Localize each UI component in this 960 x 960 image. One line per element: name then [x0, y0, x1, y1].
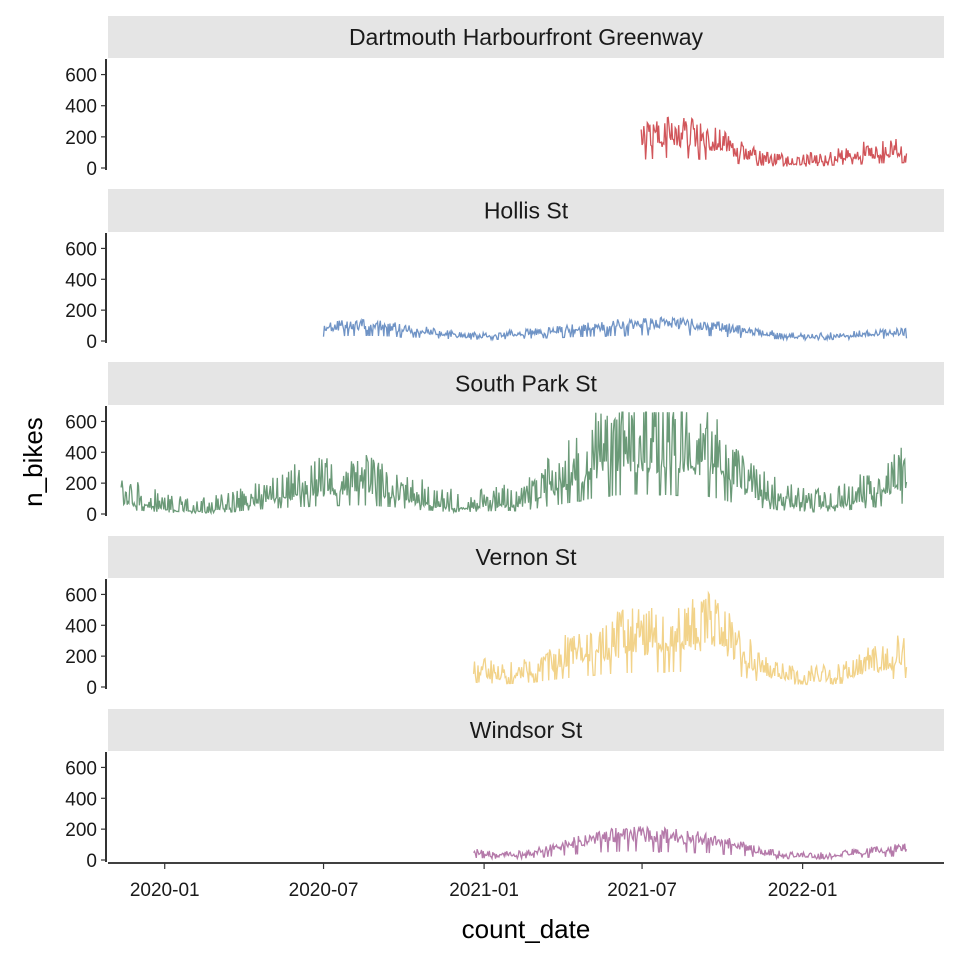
y-tick-label: 200: [65, 647, 97, 668]
y-tick-label: 200: [65, 820, 97, 841]
facet-strip-label: Hollis St: [484, 198, 569, 224]
facet-strip-label: Vernon St: [475, 544, 577, 570]
y-tick-label: 200: [65, 301, 97, 322]
y-tick-label: 0: [86, 851, 97, 872]
y-tick-label: 200: [65, 128, 97, 149]
x-tick-label: 2022-01: [768, 880, 838, 901]
y-tick-label: 600: [65, 585, 97, 606]
facet-panel: Windsor St 0 200 400 600: [65, 709, 944, 872]
facet-strip: [108, 362, 944, 405]
facet-strip-label: Dartmouth Harbourfront Greenway: [349, 24, 704, 50]
facet-panel: Hollis St 0 200 400 600: [65, 189, 944, 353]
y-tick-label: 200: [65, 474, 97, 495]
y-tick-label: 600: [65, 239, 97, 260]
y-tick-label: 0: [86, 505, 97, 526]
series-line: [120, 411, 908, 516]
series-line: [472, 590, 908, 686]
y-tick-label: 400: [65, 270, 97, 291]
y-axis-title: n_bikes: [18, 417, 48, 507]
y-tick-label: 0: [86, 159, 97, 180]
y-tick-label: 0: [86, 332, 97, 353]
series-line: [640, 116, 908, 167]
facet-strip: [108, 709, 944, 751]
x-tick-label: 2020-01: [130, 880, 200, 901]
y-tick-label: 400: [65, 97, 97, 118]
y-tick-label: 600: [65, 758, 97, 779]
y-tick-label: 600: [65, 66, 97, 87]
x-tick-label: 2021-07: [607, 880, 677, 901]
facet-strip-label: Windsor St: [470, 717, 583, 743]
facet-panel: Vernon St 0 200 400 600: [65, 536, 944, 699]
facet-panel: Dartmouth Harbourfront Greenway 0 200 400 60…: [65, 16, 944, 180]
y-tick-label: 400: [65, 789, 97, 810]
facet-strip: [108, 536, 944, 578]
y-tick-label: 600: [65, 412, 97, 433]
x-axis: 2020-01 2020-07 2021-01 2021-07 2022-01: [108, 862, 944, 901]
facet-panel: South Park St 0 200 400 600: [65, 362, 944, 526]
series-line: [322, 316, 908, 343]
y-tick-label: 0: [86, 678, 97, 699]
facet-strip: [108, 189, 944, 232]
y-tick-label: 400: [65, 616, 97, 637]
x-tick-label: 2021-01: [449, 880, 519, 901]
x-axis-title: count_date: [462, 914, 591, 944]
facet-strip-label: South Park St: [455, 371, 598, 397]
facet-strip: [108, 16, 944, 58]
y-tick-label: 400: [65, 443, 97, 464]
series-line: [473, 825, 908, 861]
facet-panels: Dartmouth Harbourfront Greenway 0 200 400 60…: [65, 16, 944, 872]
x-tick-label: 2020-07: [289, 880, 359, 901]
